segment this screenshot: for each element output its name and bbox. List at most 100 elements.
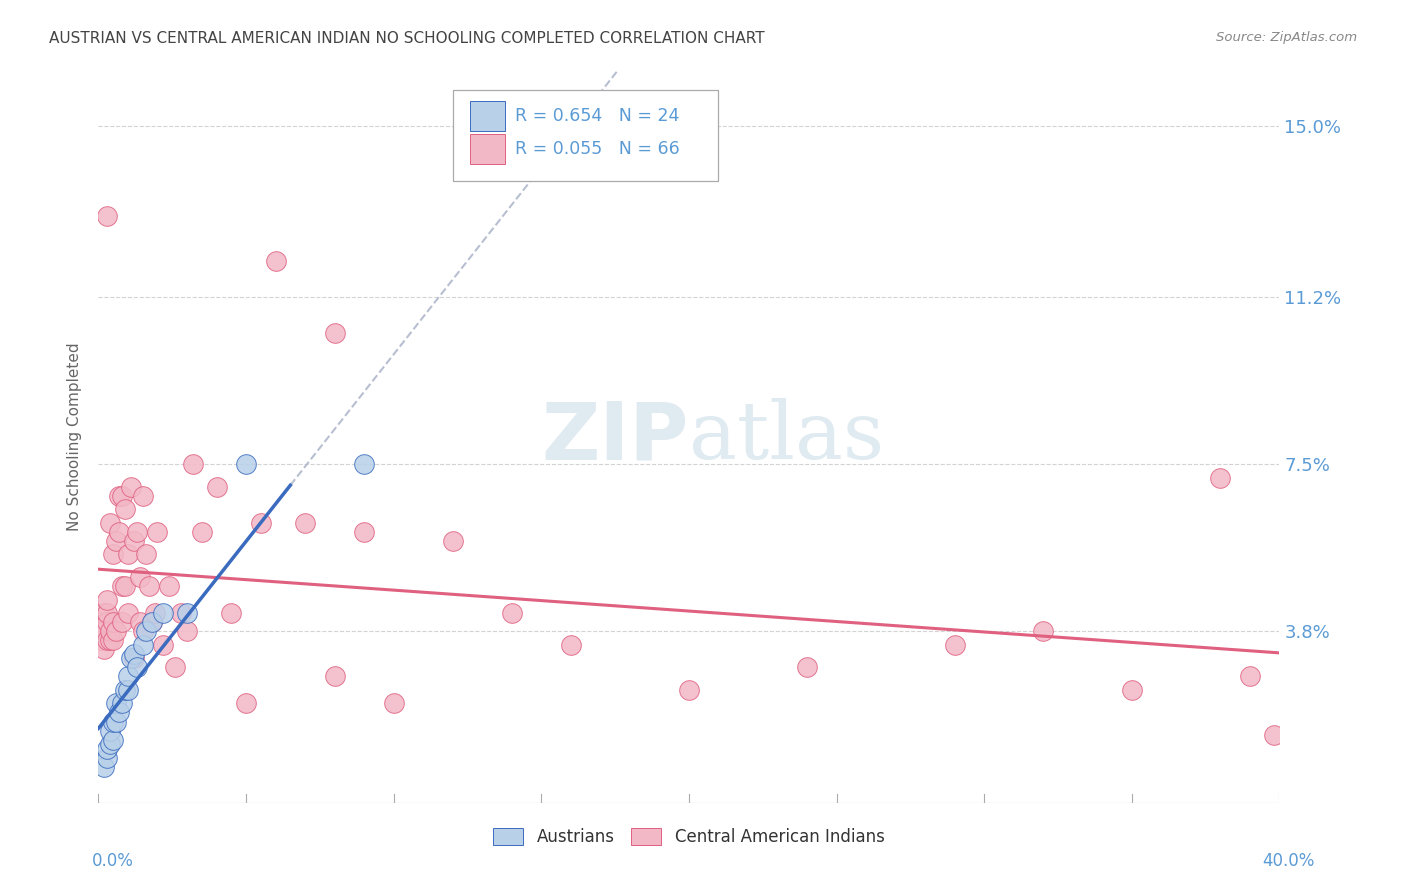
Point (93, 606, 115, 620)
Point (176, 624, 198, 639)
Point (96, 606, 118, 620)
Point (138, 579, 160, 593)
Point (353, 524, 375, 539)
Point (146, 524, 169, 539)
Point (135, 624, 157, 639)
Point (117, 606, 139, 620)
Point (96, 741, 118, 756)
Point (114, 502, 136, 516)
Text: 40.0%: 40.0% (1263, 852, 1315, 870)
Point (108, 489, 131, 503)
Point (108, 706, 131, 720)
Point (250, 516, 273, 530)
Point (93, 642, 115, 657)
Point (943, 638, 966, 652)
Point (111, 579, 134, 593)
Point (141, 615, 163, 630)
Point (122, 533, 145, 548)
Point (353, 457, 375, 471)
Point (235, 697, 257, 711)
Point (105, 714, 128, 729)
Point (103, 548, 125, 562)
Point (108, 524, 131, 539)
Point (96, 633, 118, 648)
Point (128, 570, 150, 584)
Point (181, 457, 204, 471)
Point (96, 750, 118, 764)
Point (103, 714, 125, 729)
Point (117, 669, 139, 683)
Point (98, 516, 121, 530)
Point (323, 669, 346, 683)
Point (441, 533, 464, 548)
Point (1239, 669, 1261, 683)
Point (135, 548, 157, 562)
FancyBboxPatch shape (471, 101, 505, 131)
Point (122, 651, 145, 665)
Point (105, 624, 128, 639)
Point (141, 615, 163, 630)
Point (1121, 682, 1143, 697)
FancyBboxPatch shape (453, 90, 718, 181)
Point (114, 682, 136, 697)
Point (125, 524, 148, 539)
Point (122, 647, 145, 661)
Point (103, 633, 125, 648)
Point (93, 624, 115, 639)
Point (111, 489, 134, 503)
Point (132, 489, 155, 503)
Point (90, 615, 112, 630)
Point (157, 579, 180, 593)
Point (105, 533, 128, 548)
Point (678, 682, 700, 697)
Point (191, 524, 214, 539)
Point (117, 682, 139, 697)
Text: atlas: atlas (689, 398, 884, 476)
Point (176, 606, 198, 620)
Point (170, 606, 193, 620)
Point (382, 697, 405, 711)
Point (264, 254, 287, 268)
Point (125, 660, 148, 674)
Legend: Austrians, Central American Indians: Austrians, Central American Indians (486, 822, 891, 853)
Point (98, 723, 121, 738)
Point (114, 579, 136, 593)
Point (120, 480, 142, 494)
Point (96, 209, 118, 223)
FancyBboxPatch shape (471, 134, 505, 164)
Point (103, 732, 125, 747)
Text: R = 0.055   N = 66: R = 0.055 N = 66 (516, 140, 681, 158)
Point (1032, 624, 1054, 639)
Point (117, 548, 139, 562)
Point (501, 606, 523, 620)
Text: R = 0.654   N = 24: R = 0.654 N = 24 (516, 107, 679, 125)
Point (152, 606, 174, 620)
Point (323, 326, 346, 341)
Point (98, 624, 121, 639)
Point (90, 633, 112, 648)
Point (235, 457, 257, 471)
Point (132, 624, 155, 639)
Text: AUSTRIAN VS CENTRAL AMERICAN INDIAN NO SCHOOLING COMPLETED CORRELATION CHART: AUSTRIAN VS CENTRAL AMERICAN INDIAN NO S… (49, 31, 765, 46)
Point (96, 592, 118, 607)
Point (1209, 471, 1232, 485)
Point (1263, 728, 1285, 742)
Point (105, 697, 128, 711)
Point (111, 697, 134, 711)
Point (221, 606, 243, 620)
Point (98, 633, 121, 648)
Point (560, 638, 582, 652)
Point (128, 615, 150, 630)
Point (205, 480, 228, 494)
Text: ZIP: ZIP (541, 398, 689, 476)
Point (165, 660, 187, 674)
Point (93, 760, 115, 774)
Y-axis label: No Schooling Completed: No Schooling Completed (67, 343, 83, 532)
Point (96, 615, 118, 630)
Point (98, 737, 121, 751)
Point (152, 638, 174, 652)
Point (132, 638, 155, 652)
Point (120, 651, 142, 665)
Point (111, 615, 134, 630)
Point (143, 606, 166, 620)
